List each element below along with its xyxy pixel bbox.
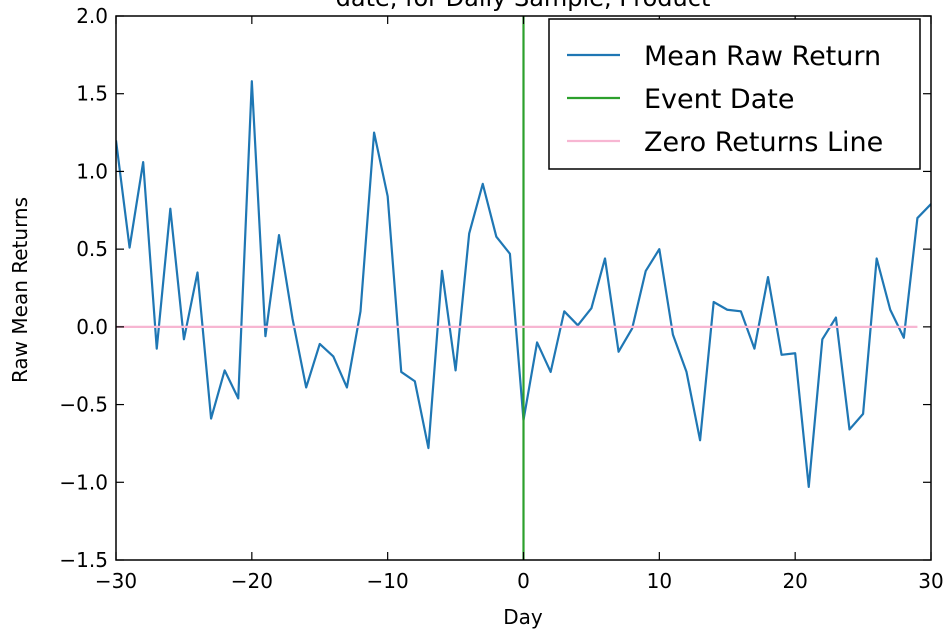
y-tick-label: −1.0 <box>59 470 108 494</box>
y-tick-label: 1.0 <box>76 159 108 183</box>
x-tick-label: −10 <box>367 569 409 593</box>
legend-entry-label: Mean Raw Return <box>644 41 881 72</box>
y-tick-label: −0.5 <box>59 393 108 417</box>
x-tick-label: −20 <box>231 569 273 593</box>
x-tick-label: 20 <box>782 569 807 593</box>
y-tick-label: 2.0 <box>76 4 108 28</box>
y-tick-label: 0.0 <box>76 315 108 339</box>
series-group <box>116 16 931 560</box>
x-axis-label: Day <box>503 605 543 629</box>
legend-box <box>548 18 921 170</box>
x-tick-label: 30 <box>918 569 943 593</box>
y-tick-label: 0.5 <box>76 237 108 261</box>
x-tick-label: 0 <box>517 569 530 593</box>
y-tick-label: −1.5 <box>59 548 108 572</box>
legend-entry-label: Event Date <box>644 84 794 115</box>
chart-title: date, for Daily Sample, Product <box>336 0 711 12</box>
legend: Mean Raw Return Event Date Zero Returns Li… <box>548 18 921 170</box>
x-tick-label: −30 <box>95 569 137 593</box>
y-axis-label: Raw Mean Returns <box>8 197 32 383</box>
x-tick-label: 10 <box>647 569 672 593</box>
y-tick-label: 1.5 <box>76 82 108 106</box>
legend-entry-label: Zero Returns Line <box>644 127 883 158</box>
plot-area: −30 −20 −10 0 10 20 30 −1.5 −1.0 −0.5 0.0 0.5 1.0 1.5… <box>59 4 943 593</box>
